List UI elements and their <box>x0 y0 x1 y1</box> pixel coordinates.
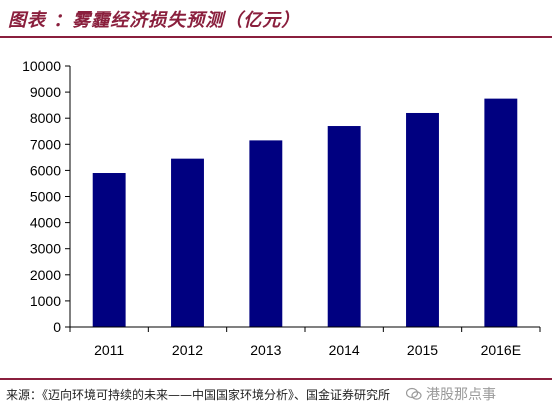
bar-2012 <box>171 158 204 327</box>
y-tick-label: 8000 <box>30 110 61 126</box>
bar-2011 <box>92 173 126 327</box>
x-axis: 2011 2012 2013 2014 2015 2016E <box>69 326 541 358</box>
x-tick-label: 2012 <box>172 342 203 358</box>
y-tick-label: 2000 <box>30 267 61 283</box>
source-note: 来源：《迈向环境可持续的未来——中国国家环境分析》、国金证券研究所 <box>6 388 391 402</box>
y-tick-label: 5000 <box>30 189 61 205</box>
bars <box>92 98 518 327</box>
x-tick-label: 2015 <box>407 342 438 358</box>
watermark-text: 港股那点事 <box>426 387 496 403</box>
y-tick-label: 3000 <box>30 241 61 257</box>
x-tick-label: 2016E <box>481 342 521 358</box>
bar-2013 <box>249 140 283 327</box>
bar-2014 <box>327 126 361 327</box>
y-tick-label: 6000 <box>30 162 61 178</box>
y-tick-label: 10000 <box>22 58 61 74</box>
figure-footer: 来源：《迈向环境可持续的未来——中国国家环境分析》、国金证券研究所 港股那点事 <box>0 378 552 414</box>
bar-2015 <box>406 112 439 327</box>
y-tick-label: 7000 <box>30 136 61 152</box>
y-axis: 0 1000 2000 3000 4000 5000 6000 7000 8000 9000 100… <box>22 58 71 335</box>
y-tick-label: 9000 <box>30 84 61 100</box>
wechat-icon <box>405 387 422 405</box>
figure-header: 图表 ：雾霾经济损失预测（亿元） <box>0 0 552 38</box>
x-tick-label: 2013 <box>250 342 281 358</box>
watermark: 港股那点事 <box>405 384 496 405</box>
bar-2016E <box>484 98 518 327</box>
x-tick-label: 2014 <box>329 342 360 358</box>
y-tick-label: 4000 <box>30 215 61 231</box>
bar-chart: 0 1000 2000 3000 4000 5000 6000 7000 8000 9000 100… <box>22 58 541 358</box>
figure-title: 图表 ：雾霾经济损失预测（亿元） <box>8 10 301 31</box>
y-tick-label: 0 <box>53 319 61 335</box>
chart-area: 0 1000 2000 3000 4000 5000 6000 7000 8000 9000 100… <box>0 40 552 370</box>
y-tick-label: 1000 <box>30 293 61 309</box>
x-tick-label: 2011 <box>94 342 124 358</box>
